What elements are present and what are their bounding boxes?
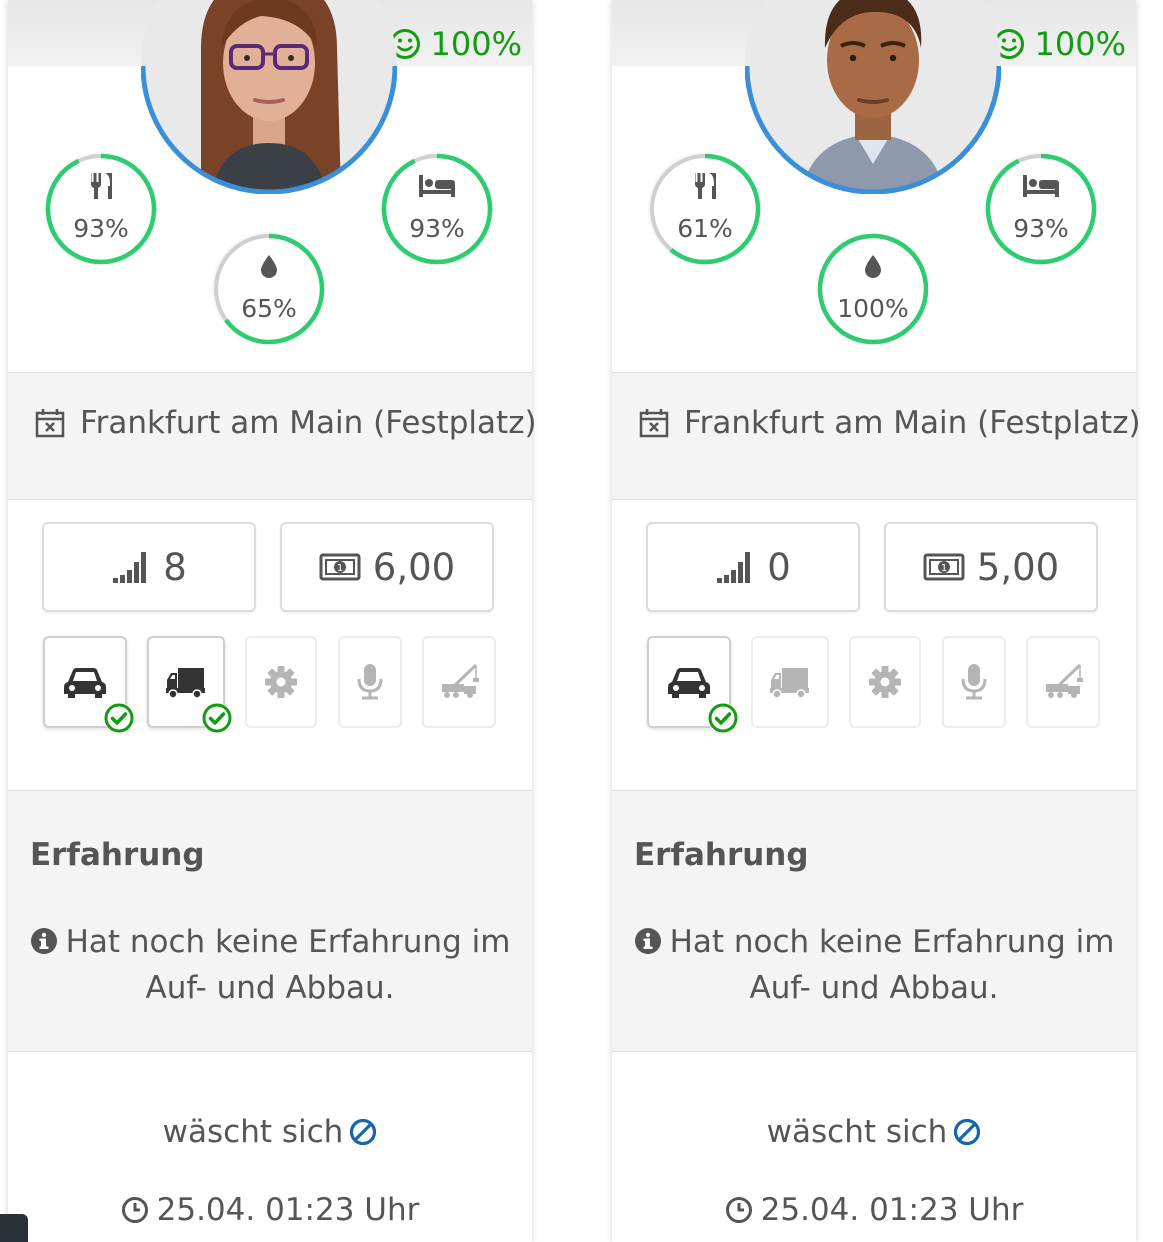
time-text: 25.04. 01:23 Uhr [760,1192,1024,1228]
hygiene-stat[interactable]: 100% [814,230,932,348]
info-icon [634,928,661,954]
avatar[interactable] [141,0,397,194]
microphone-icon [357,664,383,700]
qual-truck[interactable] [751,636,829,728]
experience-text: Hat noch keine Erfahrung im Auf- und Abb… [669,924,1115,1006]
truck-icon [770,668,809,699]
experience-section: Erfahrung Hat noch keine Erfahrung im Au… [612,790,1136,1052]
check-icon [202,703,232,733]
money-icon: 1 [319,553,361,581]
hygiene-stat[interactable]: 65% [210,230,328,348]
experience-text: Hat noch keine Erfahrung im Auf- und Abb… [65,924,511,1006]
level-value: 0 [767,545,791,589]
check-icon [104,703,134,733]
mood-indicator: 100% [389,22,522,66]
signal-icon [113,552,147,583]
sleep-stat[interactable]: 93% [378,150,496,268]
avatar[interactable] [745,0,1001,194]
food-icon [695,173,716,199]
level-box[interactable]: 8 [42,522,256,612]
qual-mechanic[interactable] [245,636,317,728]
qual-microphone[interactable] [338,636,402,728]
employee-card-2: 100% 61% 93% 100% [612,0,1141,1242]
crane-icon [1046,663,1083,698]
time-text: 25.04. 01:23 Uhr [156,1192,420,1228]
qual-car[interactable] [43,636,134,733]
info-icon [30,928,57,954]
hygiene-value: 65% [241,294,297,323]
food-stat[interactable]: 93% [42,150,160,268]
food-value: 93% [73,214,129,243]
qual-mechanic[interactable] [849,636,921,728]
ban-icon[interactable] [349,1118,377,1146]
car-icon [64,668,106,698]
avatar-portrait-female [141,0,397,194]
location-section: Frankfurt am Main (Festplatz) [612,372,1141,500]
microphone-icon [961,664,987,700]
qual-truck[interactable] [147,636,232,733]
wage-box[interactable]: 1 5,00 [884,522,1098,612]
experience-section: Erfahrung Hat noch keine Erfahrung im Au… [8,790,532,1052]
avatar-portrait-male [745,0,1001,194]
qual-crane[interactable] [1026,636,1100,728]
clock-icon [725,1197,752,1223]
status-text: wäscht sich [162,1114,344,1150]
bed-icon [419,175,455,197]
location-section: Frankfurt am Main (Festplatz) [8,372,537,500]
sleep-value: 93% [409,214,465,243]
sleep-stat[interactable]: 93% [982,150,1100,268]
location-label: Frankfurt am Main (Festplatz) [684,405,1141,441]
mood-value: 100% [430,25,522,63]
food-icon [91,173,112,199]
hygiene-value: 100% [837,294,909,323]
qual-crane[interactable] [422,636,496,728]
activity-status: wäscht sich [612,1114,1136,1150]
gear-icon [265,666,297,698]
svg-text:1: 1 [941,563,947,574]
activity-time: 25.04. 01:23 Uhr [612,1192,1136,1228]
qual-car[interactable] [647,636,738,733]
signal-icon [717,552,751,583]
crane-icon [442,663,479,698]
employee-card-1: 100% 93% 93% 65% [8,0,537,1242]
wage-value: 6,00 [372,545,456,589]
gear-icon [869,666,901,698]
experience-text-wrap: Hat noch keine Erfahrung im Auf- und Abb… [28,919,512,1011]
activity-time: 25.04. 01:23 Uhr [8,1192,532,1228]
calendar-icon [35,409,65,438]
experience-title: Erfahrung [634,837,809,873]
wage-value: 5,00 [976,545,1060,589]
experience-title: Erfahrung [30,837,205,873]
drop-icon [865,255,881,278]
status-text: wäscht sich [766,1114,948,1150]
mood-indicator: 100% [993,22,1126,66]
drop-icon [261,255,277,278]
car-icon [668,668,710,698]
sleep-value: 93% [1013,214,1069,243]
activity-status: wäscht sich [8,1114,532,1150]
clock-icon [121,1197,148,1223]
mood-value: 100% [1034,25,1126,63]
wage-box[interactable]: 1 6,00 [280,522,494,612]
dock-corner[interactable] [0,1214,28,1242]
location[interactable]: Frankfurt am Main (Festplatz) [34,405,537,441]
qual-microphone[interactable] [942,636,1006,728]
money-icon: 1 [923,553,965,581]
food-value: 61% [677,214,733,243]
truck-icon [166,668,205,699]
calendar-icon [639,409,669,438]
experience-text-wrap: Hat noch keine Erfahrung im Auf- und Abb… [632,919,1116,1011]
location-label: Frankfurt am Main (Festplatz) [80,405,537,441]
location[interactable]: Frankfurt am Main (Festplatz) [638,405,1141,441]
food-stat[interactable]: 61% [646,150,764,268]
check-icon [708,703,738,733]
ban-icon[interactable] [953,1118,981,1146]
svg-text:1: 1 [337,563,343,574]
level-value: 8 [163,545,187,589]
bed-icon [1023,175,1059,197]
level-box[interactable]: 0 [646,522,860,612]
